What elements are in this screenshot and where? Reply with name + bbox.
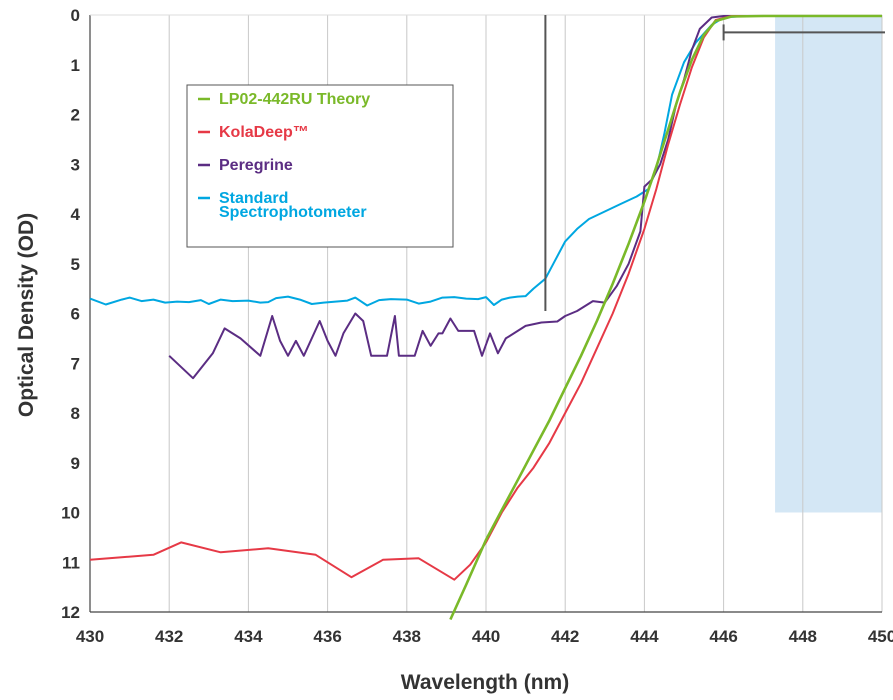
y-tick-label: 4 [71, 205, 81, 224]
x-tick-label: 430 [76, 627, 104, 646]
x-tick-label: 448 [789, 627, 817, 646]
x-tick-label: 444 [630, 627, 659, 646]
y-tick-label: 3 [71, 155, 80, 174]
x-tick-label: 436 [313, 627, 341, 646]
x-tick-label: 438 [393, 627, 421, 646]
y-tick-label: 6 [71, 305, 80, 324]
legend-label-peregrine: Peregrine [219, 157, 293, 174]
legend-box [186, 84, 454, 248]
y-tick-label: 11 [62, 553, 80, 572]
shaded-region-layer [775, 15, 882, 513]
y-tick-label: 0 [71, 6, 80, 25]
y-tick-label: 10 [61, 504, 80, 523]
y-tick-label: 5 [71, 255, 80, 274]
legend: LP02-442RU Theory KolaDeep™ Peregrine Stand… [186, 84, 454, 248]
series-line-koladeep [89, 15, 882, 581]
y-tick-label: 1 [71, 56, 80, 75]
legend-label-standard-spectrophotometer: Standard [219, 190, 288, 207]
series-line-lp02-442ru-theory [449, 14, 882, 621]
marker-layer [544, 15, 885, 312]
x-tick-label: 442 [551, 627, 579, 646]
y-tick-label: 2 [71, 106, 80, 125]
x-tick-label: 434 [234, 627, 263, 646]
x-axis-title: Wavelength (nm) [401, 671, 569, 694]
x-tick-label: 432 [155, 627, 183, 646]
y-tick-label: 9 [71, 454, 80, 473]
series-layer [89, 14, 882, 621]
legend-items: LP02-442RU Theory KolaDeep™ Peregrine Stand… [198, 91, 370, 221]
legend-label-standard-spectrophotometer: Spectrophotometer [219, 204, 367, 221]
series-line-standard-spectrophotometer [89, 15, 882, 307]
blocking-band-shade [775, 15, 882, 513]
tick-label-layer: 430 432 434 436 438 440 442 444 446 448 4500123456… [61, 6, 893, 646]
y-axis-title: Optical Density (OD) [15, 213, 38, 417]
x-tick-label: 446 [709, 627, 737, 646]
y-tick-label: 12 [61, 603, 80, 622]
legend-label-koladeep: KolaDeep™ [219, 124, 309, 141]
y-tick-label: 7 [71, 354, 80, 373]
x-tick-label: 450 [868, 627, 893, 646]
legend-label-lp02-442ru-theory: LP02-442RU Theory [219, 91, 370, 108]
y-tick-label: 8 [71, 404, 80, 423]
x-tick-label: 440 [472, 627, 500, 646]
